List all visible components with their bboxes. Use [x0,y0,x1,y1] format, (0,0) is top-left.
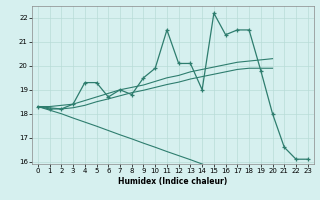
X-axis label: Humidex (Indice chaleur): Humidex (Indice chaleur) [118,177,228,186]
